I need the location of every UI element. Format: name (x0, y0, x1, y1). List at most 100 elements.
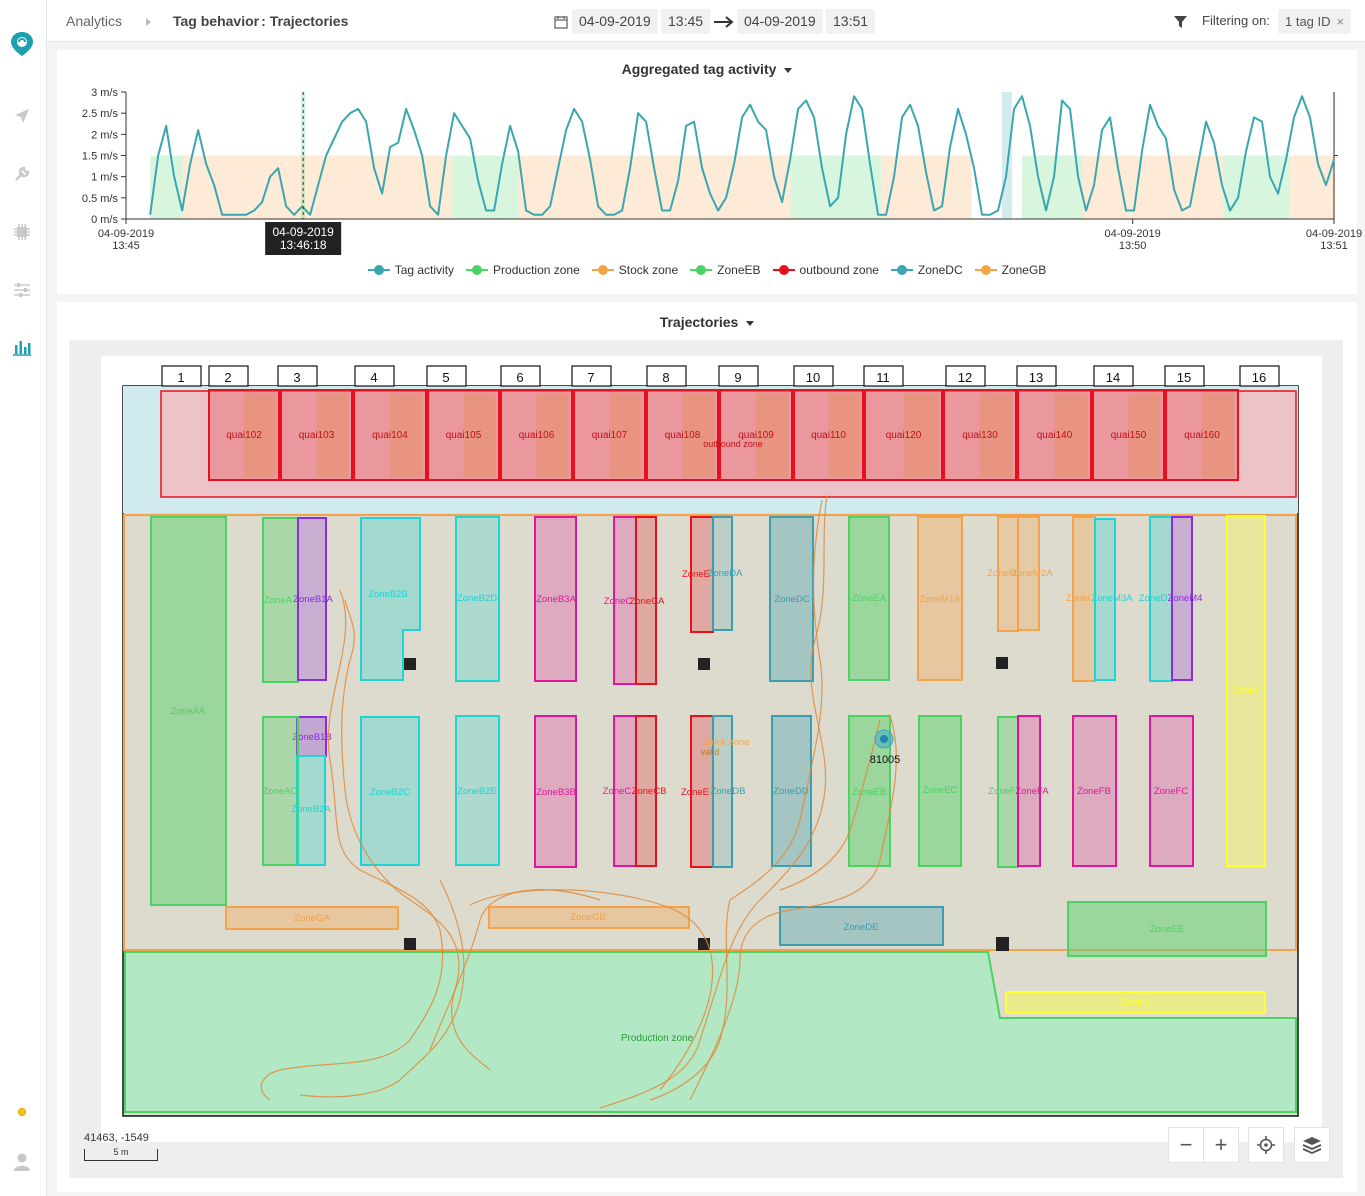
locate-button[interactable] (1248, 1127, 1284, 1163)
zone-label: ZoneH (1121, 997, 1150, 1008)
dock-box (718, 365, 759, 387)
zone-rect[interactable] (1072, 715, 1117, 867)
user-icon[interactable] (10, 1150, 34, 1174)
quai-label: quai130 (962, 430, 998, 441)
zone-rect[interactable] (769, 516, 814, 682)
quai-zone[interactable] (573, 389, 646, 481)
zone-rect[interactable] (455, 516, 500, 682)
zone-rect[interactable] (1094, 518, 1116, 681)
legend-item[interactable]: ZoneEB (690, 263, 761, 277)
y-tick-label: 2 m/s (91, 129, 118, 141)
zone-rect[interactable] (1017, 516, 1040, 631)
zone-label: ZoneGA (294, 913, 330, 924)
scale-label: 5 m (113, 1147, 129, 1157)
zone-label: ZoneB2E (457, 786, 497, 797)
trajectories-title[interactable]: Trajectories (57, 314, 1357, 330)
chevron-down-icon[interactable] (784, 67, 793, 73)
zone-rect[interactable] (712, 715, 733, 868)
end-date[interactable]: 04-09-2019 (737, 9, 823, 34)
zone-rect[interactable] (712, 516, 733, 631)
quai-zone[interactable] (646, 389, 719, 481)
quai-zone[interactable] (1017, 389, 1092, 481)
dock-box (863, 365, 904, 387)
zone-rect[interactable] (360, 517, 421, 681)
quai-zone[interactable] (280, 389, 353, 481)
close-icon[interactable]: × (1336, 14, 1345, 29)
zone-rect[interactable] (918, 715, 962, 867)
sliders-icon[interactable] (10, 278, 34, 302)
wrench-icon[interactable] (10, 162, 34, 186)
zone-rect[interactable] (534, 715, 577, 868)
map-area[interactable]: 1 2 3 4 5 6 7 8 9 10 11 12 13 14 15 16 quai102 quai103 qu… (69, 340, 1343, 1178)
floor-map[interactable]: 1 2 3 4 5 6 7 8 9 10 11 12 13 14 15 16 quai102 quai103 qu… (69, 340, 1343, 1178)
zone-label: ZoneAA (171, 706, 206, 717)
legend-item[interactable]: Tag activity (367, 263, 454, 277)
quai-zone[interactable] (719, 389, 793, 481)
zone-rect[interactable] (1067, 901, 1267, 957)
legend-item[interactable]: Stock zone (591, 263, 678, 277)
quai-zone[interactable] (208, 389, 280, 481)
y-tick-label: 3 m/s (91, 87, 118, 99)
logo-icon[interactable] (10, 32, 34, 56)
zone-rect[interactable] (848, 516, 890, 681)
legend-item[interactable]: outbound zone (772, 263, 879, 277)
zone-rect[interactable] (779, 906, 944, 946)
zone-rect[interactable] (360, 716, 420, 866)
zone-rect[interactable] (917, 516, 963, 681)
breadcrumb-analytics[interactable]: Analytics (66, 13, 123, 29)
activity-title[interactable]: Aggregated tag activity (57, 61, 1357, 77)
zone-rect[interactable] (455, 715, 500, 866)
tag-id-label: 81005 (870, 754, 901, 766)
filter-icon[interactable] (1174, 0, 1187, 42)
chip-icon[interactable] (10, 220, 34, 244)
quai-zone[interactable] (793, 389, 864, 481)
zone-rect[interactable] (534, 516, 577, 682)
zone-rect[interactable] (225, 906, 399, 930)
zone-rect[interactable] (488, 906, 690, 929)
dock-box (1093, 365, 1134, 387)
start-time[interactable]: 13:45 (661, 9, 711, 34)
chevron-right-icon (145, 0, 153, 42)
dock-number: 13 (1029, 370, 1043, 385)
zone-rect[interactable] (1171, 516, 1193, 681)
quai-zone[interactable] (1165, 389, 1239, 481)
series-line-tag-activity[interactable] (149, 95, 1335, 216)
zoom-out-button[interactable]: − (1168, 1127, 1204, 1163)
quai-zone[interactable] (353, 389, 427, 481)
zone-rect[interactable] (1005, 991, 1266, 1014)
zone-rect[interactable] (635, 516, 657, 685)
quai-zone[interactable] (500, 389, 573, 481)
zone-rect[interactable] (1226, 515, 1266, 867)
zone-label: ZoneEA (852, 593, 887, 604)
legend-item[interactable]: ZoneDC (890, 263, 963, 277)
quai-zone[interactable] (864, 389, 943, 481)
navigation-icon[interactable] (10, 104, 34, 128)
quai-zone[interactable] (943, 389, 1017, 481)
layers-button[interactable] (1294, 1127, 1330, 1163)
zone-rect[interactable] (297, 517, 327, 681)
quai-zone[interactable] (1092, 389, 1165, 481)
zone-rect[interactable] (1017, 715, 1041, 867)
zone-rect[interactable] (1149, 715, 1194, 867)
zone-label: ZoneDE (844, 922, 879, 933)
quai-label: quai140 (1037, 430, 1073, 441)
zone-rect[interactable] (635, 715, 657, 867)
start-date[interactable]: 04-09-2019 (572, 9, 658, 34)
zone-label: Stock zone (703, 737, 750, 748)
zone-label: valid (701, 747, 720, 757)
zone-rect[interactable] (296, 755, 326, 866)
bar-chart-icon[interactable] (10, 335, 34, 359)
chevron-down-icon[interactable] (746, 320, 755, 326)
filter-chip[interactable]: 1 tag ID × (1278, 9, 1352, 34)
quai-zone[interactable] (427, 389, 500, 481)
production-label: Production zone (621, 1033, 694, 1044)
legend-label: ZoneDC (917, 263, 963, 277)
zone-rect[interactable] (262, 716, 299, 866)
end-time[interactable]: 13:51 (826, 9, 876, 34)
zoom-in-button[interactable]: + (1203, 1127, 1239, 1163)
legend-item[interactable]: Production zone (466, 263, 580, 277)
legend-item[interactable]: ZoneGB (974, 263, 1046, 277)
activity-chart[interactable]: 0 m/s 0.5 m/s 1 m/s 1.5 m/s 2 m/s 2.5 m/s 3 m/… (57, 80, 1362, 290)
zone-rect[interactable] (150, 516, 227, 906)
calendar-icon[interactable] (554, 0, 568, 42)
